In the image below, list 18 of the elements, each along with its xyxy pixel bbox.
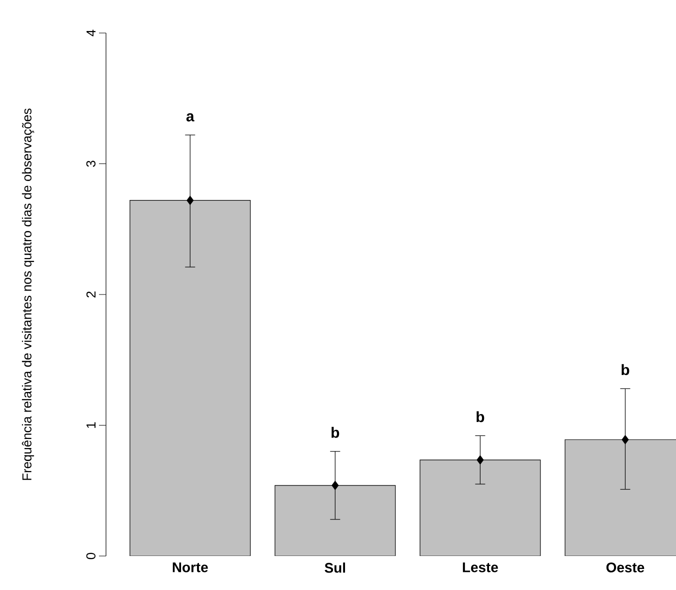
annotation: b [622, 364, 630, 376]
point [332, 480, 339, 490]
x-tick-label: Oeste [606, 562, 644, 572]
annotation: b [332, 426, 340, 438]
annotation: a [186, 113, 194, 122]
x-tick-label: Leste [462, 562, 498, 572]
point [622, 434, 629, 444]
point [186, 196, 194, 206]
y-tick-label: 0 [86, 552, 96, 560]
x-tick-label: Sul [324, 562, 346, 573]
y-tick-label: 4 [86, 30, 96, 36]
annotation: b [476, 411, 484, 422]
y-axis-title: Frequência relativa de visitantes nos quatro dias de observações [22, 108, 34, 480]
x-tick-label: Norte [172, 562, 208, 572]
y-tick-label: 2 [86, 292, 96, 298]
point [476, 455, 484, 465]
y-tick-label: 3 [86, 160, 96, 167]
y-tick-label: 1 [86, 422, 96, 428]
